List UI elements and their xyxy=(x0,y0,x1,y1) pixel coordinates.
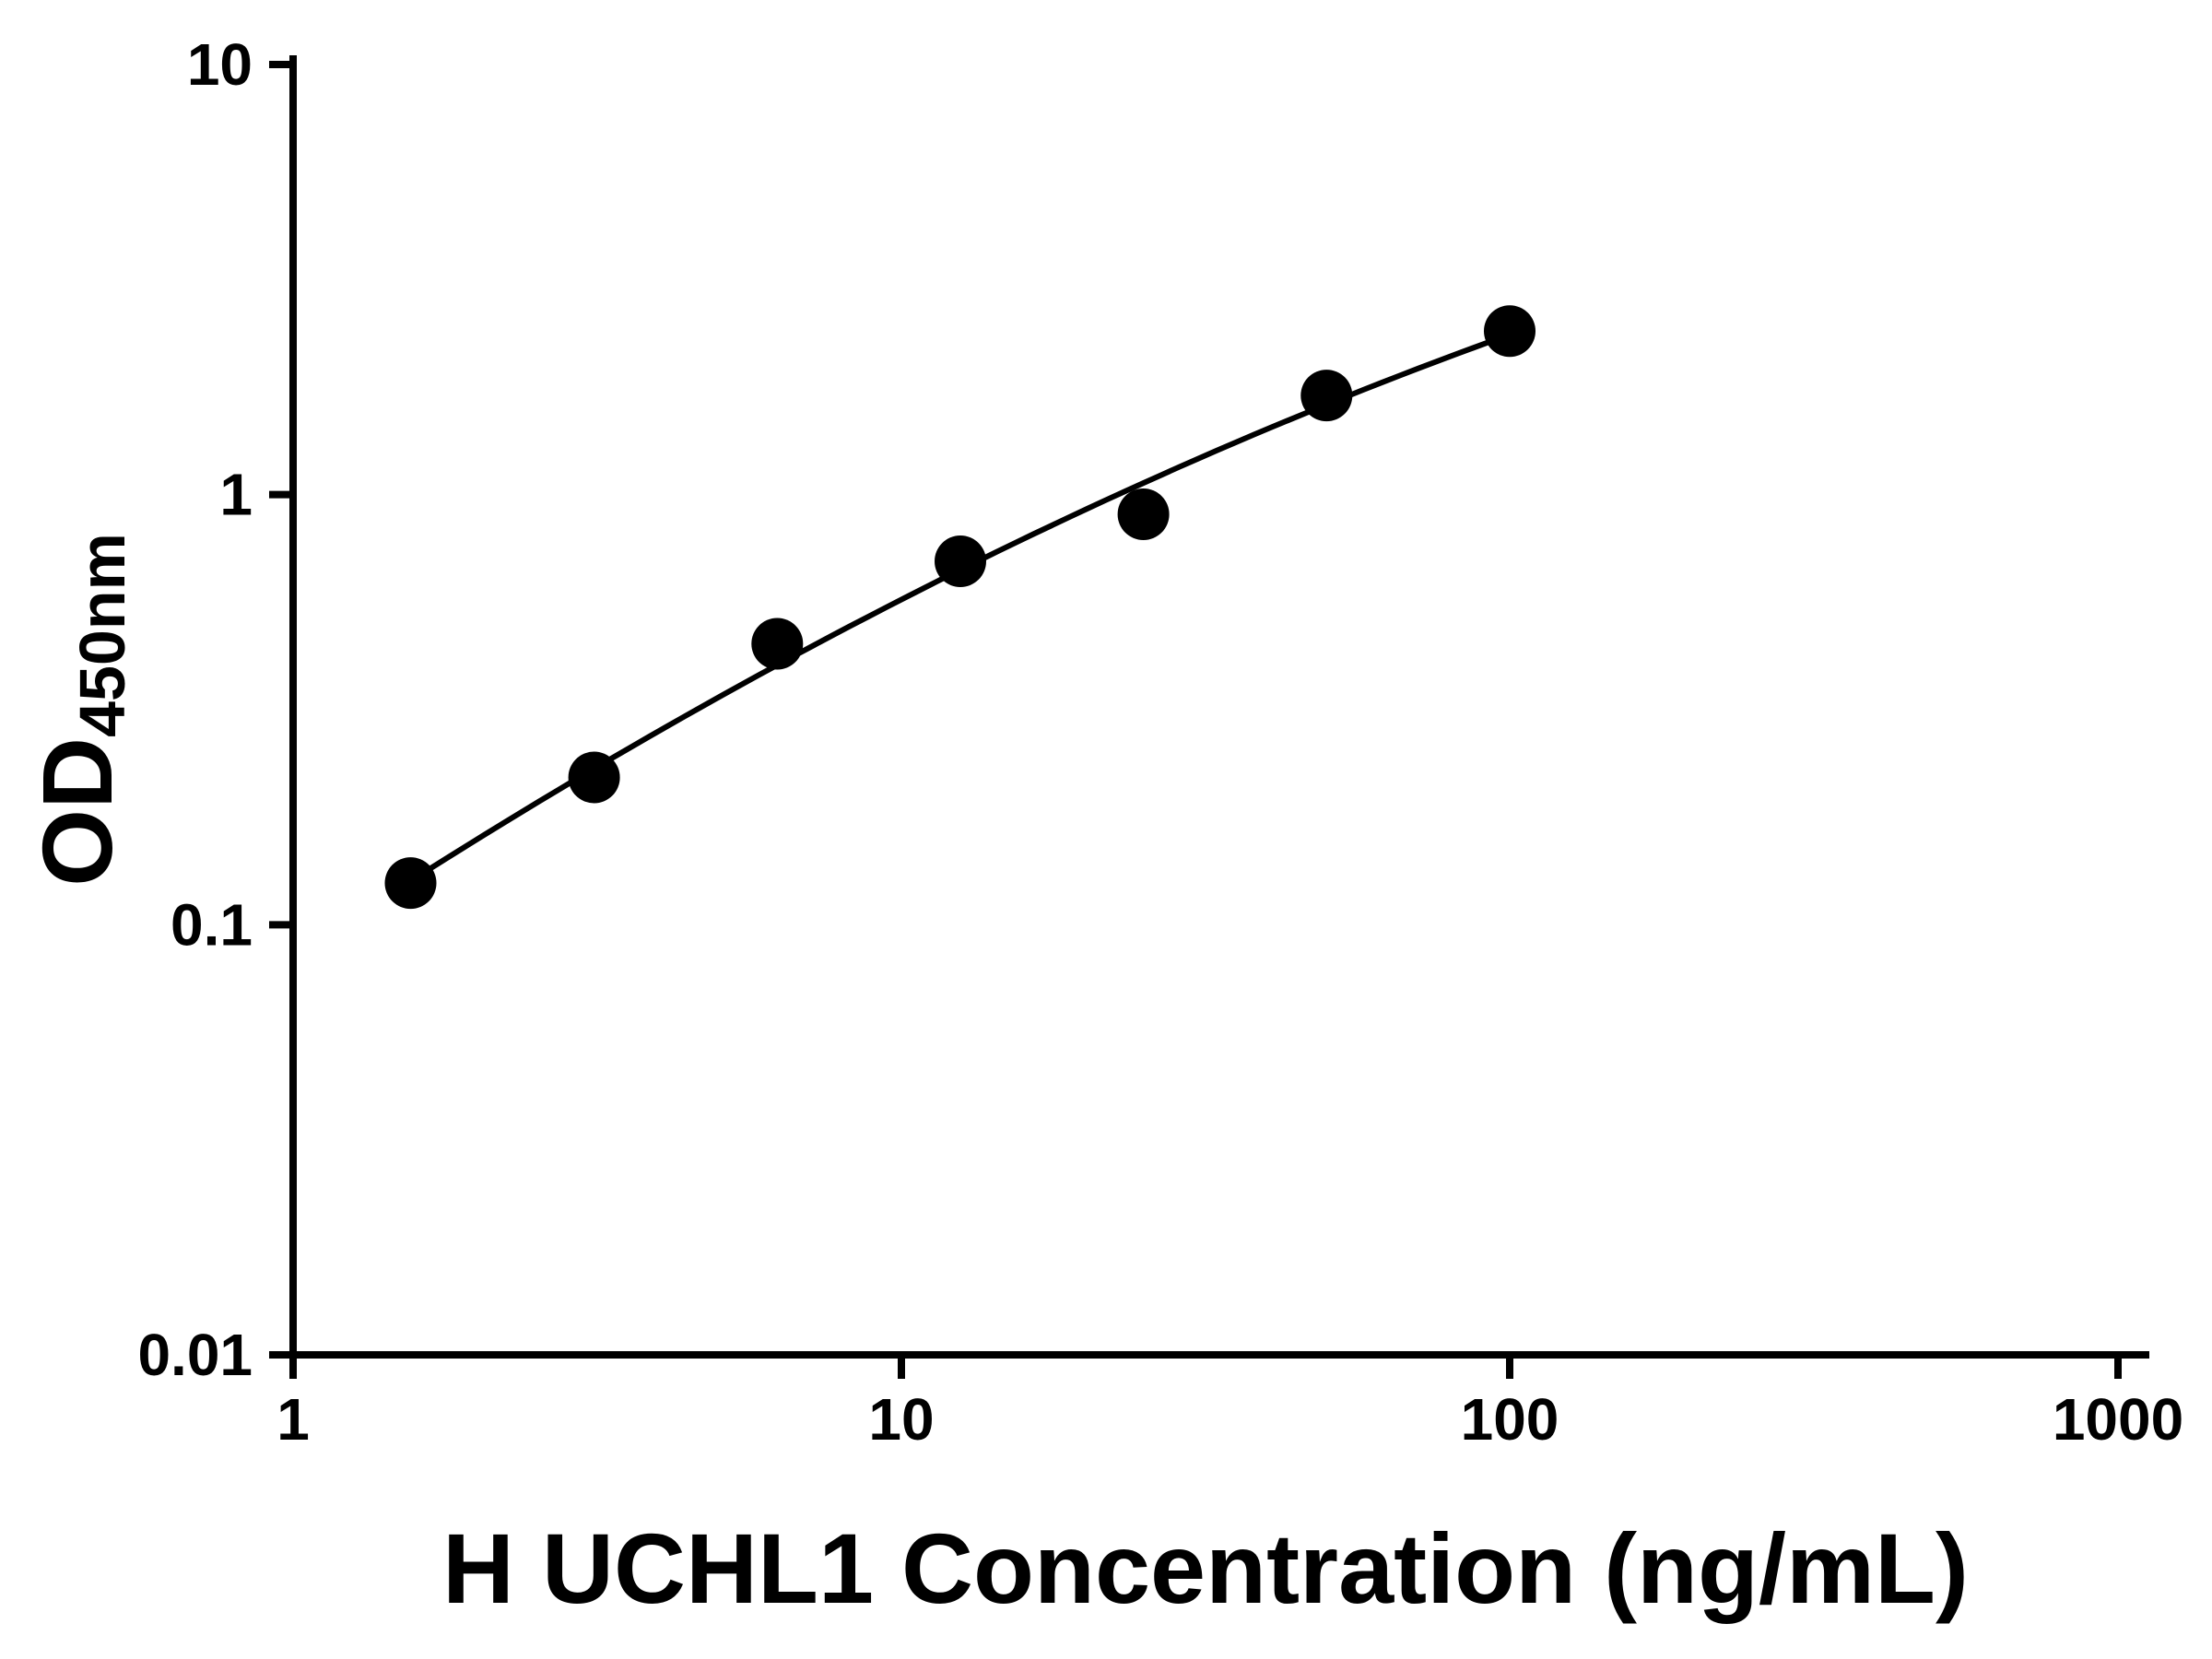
y-tick-label: 0.1 xyxy=(171,891,253,958)
y-axis-title: OD450nm xyxy=(21,533,138,887)
y-axis-title-subscript: 450nm xyxy=(66,533,138,737)
data-point xyxy=(568,751,620,804)
axis-line xyxy=(289,55,2149,1359)
y-axis-title-main: OD xyxy=(21,736,133,887)
x-tick-label: 10 xyxy=(868,1386,934,1453)
data-point xyxy=(935,535,986,587)
x-tick-label: 100 xyxy=(1461,1386,1559,1453)
data-point xyxy=(1484,305,1535,358)
data-point xyxy=(1117,488,1170,540)
x-axis-title: H UCHL1 Concentration (ng/mL) xyxy=(442,1512,1969,1624)
x-tick-label: 1000 xyxy=(2053,1386,2183,1453)
data-point xyxy=(384,857,437,910)
y-tick-label: 0.01 xyxy=(137,1322,253,1388)
x-tick-label: 1 xyxy=(276,1386,310,1453)
fit-curve xyxy=(407,332,1512,884)
y-tick-label: 1 xyxy=(219,462,253,528)
data-point xyxy=(1300,370,1353,422)
data-point xyxy=(751,618,804,670)
y-tick-label: 10 xyxy=(187,31,253,98)
